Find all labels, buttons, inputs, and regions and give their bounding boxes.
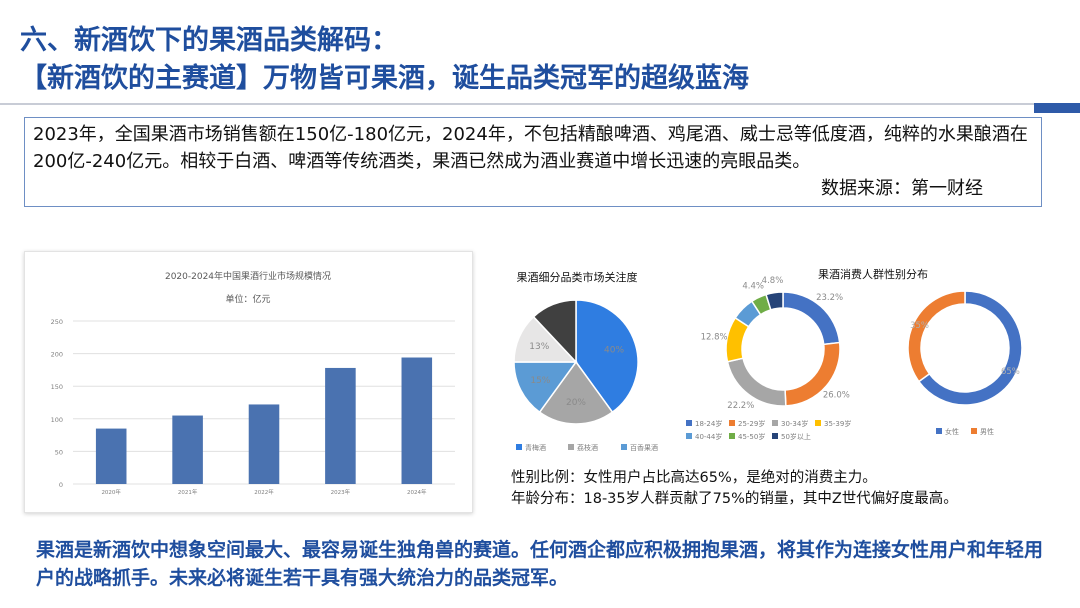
age-donut-legend-swatch xyxy=(772,420,778,426)
bar-chart-subtitle: 单位：亿元 xyxy=(225,293,270,305)
bar-chart-card: 2020-2024年中国果酒行业市场规模情况 单位：亿元 0 50 100 150 20… xyxy=(24,251,473,513)
gender-donut-legend-swatch xyxy=(936,428,942,434)
pie-value-label: 20% xyxy=(566,398,586,408)
bar xyxy=(172,415,203,484)
conclusion-text: 果酒是新酒饮中想象空间最大、最容易诞生独角兽的赛道。任何酒企都应积极拥抱果酒，将… xyxy=(36,539,1044,589)
bar xyxy=(248,404,280,484)
age-donut-legend-swatch xyxy=(686,420,692,426)
bar-x-label: 2023年 xyxy=(331,488,351,496)
age-donut-legend-label: 50岁以上 xyxy=(781,432,811,441)
bar-y-tick: 150 xyxy=(51,383,63,391)
gender-donut-legend-label: 女性 xyxy=(945,427,959,436)
pie-slice xyxy=(532,299,577,364)
gender-donut-value-label: 35% xyxy=(910,321,929,331)
intro-box: 2023年，全国果酒市场销售额在150亿-180亿元，2024年，不包括精酿啤酒… xyxy=(24,117,1042,207)
age-donut-value-label: 26.0% xyxy=(823,390,850,400)
age-donut-legend-label: 45-50岁 xyxy=(738,432,765,441)
gender-donut-slice xyxy=(917,290,1023,406)
pie-chart-title: 果酒细分品类市场关注度 xyxy=(517,270,638,284)
age-donut-value-label: 12.8% xyxy=(701,333,728,343)
pie-slice xyxy=(538,360,614,425)
bar-chart: 2020-2024年中国果酒行业市场规模情况 单位：亿元 0 50 100 150 20… xyxy=(51,270,455,496)
bar-x-label: 2021年 xyxy=(178,488,198,496)
bar-y-tick: 0 xyxy=(59,481,63,489)
pie-legend-label: 荔枝酒 xyxy=(577,443,598,452)
age-donut-legend-label: 40-44岁 xyxy=(695,432,722,441)
pie-legend-label: 青梅酒 xyxy=(525,443,546,452)
age-donut-legend-swatch xyxy=(815,420,821,426)
bar-y-tick: 200 xyxy=(51,351,63,359)
age-donut-legend-swatch xyxy=(772,433,778,439)
bar-x-label: 2022年 xyxy=(254,488,274,496)
pie-legend-label: 百香果酒 xyxy=(630,443,658,452)
bar-x-label: 2020年 xyxy=(101,488,121,496)
age-donut-value-label: 4.4% xyxy=(742,282,764,292)
age-donut-value-label: 23.2% xyxy=(816,293,843,303)
gender-donut-value-label: 65% xyxy=(1001,367,1020,377)
page-title-line2: 【新酒饮的主赛道】万物皆可果酒，诞生品类冠军的超级蓝海 xyxy=(20,63,749,94)
pie-value-label: 13% xyxy=(529,342,549,352)
gender-donut-legend-swatch xyxy=(971,428,977,434)
stats-notes: 性别比例：女性用户占比高达65%，是绝对的消费主力。 年龄分布：18-35岁人群… xyxy=(511,468,958,510)
pie-legend-swatch xyxy=(621,444,627,450)
bar-y-tick: 250 xyxy=(51,318,63,326)
donut-chart-title: 果酒消费人群性别分布 xyxy=(818,267,928,281)
bar xyxy=(325,367,356,484)
age-donut-legend-label: 18-24岁 xyxy=(695,419,722,428)
age-donut-legend-swatch xyxy=(729,433,735,439)
age-donut-slice xyxy=(726,357,787,407)
bar xyxy=(401,357,433,484)
bar-x-label: 2024年 xyxy=(407,488,427,496)
age-note: 年龄分布：18-35岁人群贡献了75%的销量，其中Z世代偏好度最高。 xyxy=(511,491,958,507)
title-divider xyxy=(0,103,1080,113)
pie-charts-area: 果酒细分品类市场关注度 果酒消费人群性别分布 40% 20% 15% 13% 青梅酒 荔… xyxy=(513,267,1023,452)
age-donut-value-label: 22.2% xyxy=(727,401,754,411)
age-donut-value-label: 4.8% xyxy=(762,276,784,286)
bar-y-tick: 100 xyxy=(51,416,63,424)
bar xyxy=(95,428,127,484)
age-donut-legend-swatch xyxy=(686,433,692,439)
data-source: 数据来源：第一财经 xyxy=(821,178,983,199)
intro-text: 2023年，全国果酒市场销售额在150亿-180亿元，2024年，不包括精酿啤酒… xyxy=(33,124,1028,172)
pie-legend-swatch xyxy=(516,444,522,450)
age-donut-legend-label: 25-29岁 xyxy=(738,419,765,428)
pie-legend-swatch xyxy=(568,444,574,450)
gender-donut-slice xyxy=(907,290,966,383)
gender-donut-legend-label: 男性 xyxy=(980,427,994,436)
bar-y-tick: 50 xyxy=(55,448,63,456)
pie-slice xyxy=(513,361,578,414)
age-donut-legend-swatch xyxy=(729,420,735,426)
gender-note: 性别比例：女性用户占比高达65%，是绝对的消费主力。 xyxy=(511,470,877,486)
page-title-line1: 六、新酒饮下的果酒品类解码： xyxy=(20,25,398,56)
age-donut-legend-label: 35-39岁 xyxy=(824,419,851,428)
pie-value-label: 40% xyxy=(604,346,624,356)
pie-slice xyxy=(575,299,639,414)
age-donut-legend-label: 30-34岁 xyxy=(781,419,808,428)
bar-chart-title: 2020-2024年中国果酒行业市场规模情况 xyxy=(165,270,331,282)
pie-value-label: 15% xyxy=(530,376,550,386)
age-donut-slice xyxy=(765,291,784,311)
